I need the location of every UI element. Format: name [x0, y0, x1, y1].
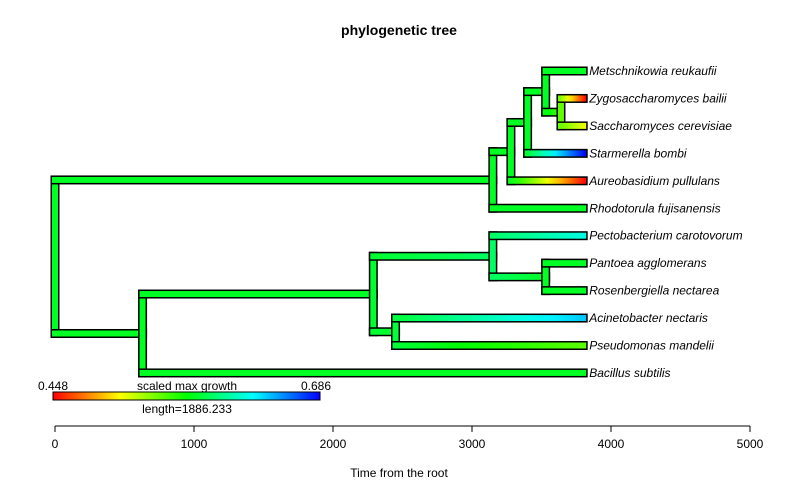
- legend-title: scaled max growth: [137, 379, 237, 393]
- branch: [52, 330, 146, 337]
- tip-label: Rhodotorula fujisanensis: [589, 201, 720, 215]
- x-axis-label: Time from the root: [350, 466, 448, 480]
- legend-min-label: 0.448: [38, 379, 68, 393]
- branch: [392, 342, 587, 349]
- branch: [542, 68, 587, 74]
- legend-color-bar: [52, 391, 321, 401]
- branch: [370, 253, 496, 260]
- branch: [489, 273, 549, 280]
- branch: [139, 291, 377, 298]
- branch: [542, 287, 587, 294]
- tip-label: Bacillus subtilis: [589, 366, 670, 380]
- legend-length-label: length=1886.233: [142, 402, 232, 416]
- branch: [524, 88, 549, 95]
- tip-label: Starmerella bombi: [589, 146, 687, 160]
- branch: [507, 119, 531, 126]
- branch: [542, 109, 564, 116]
- plot-title: phylogenetic tree: [341, 22, 457, 38]
- color-legend: 0.448 scaled max growth 0.686 length=188…: [38, 379, 331, 416]
- branch: [557, 95, 587, 102]
- branch: [489, 232, 587, 239]
- x-axis-tick-label: 3000: [459, 437, 486, 451]
- tip-label: Acinetobacter nectaris: [588, 311, 708, 325]
- branch: [557, 122, 587, 129]
- tip-label: Pseudomonas mandelii: [589, 339, 714, 353]
- tip-label: Pantoea agglomerans: [589, 256, 706, 270]
- tip-labels: Metschnikowia reukaufii Zygosaccharomyces…: [588, 64, 742, 380]
- tip-label: Rosenbergiella nectarea: [589, 284, 719, 298]
- branch: [392, 315, 587, 322]
- tip-label: Metschnikowia reukaufii: [589, 64, 717, 78]
- x-axis-tick-label: 5000: [737, 437, 764, 451]
- legend-max-label: 0.686: [301, 379, 331, 393]
- x-axis: 0 1000 2000 3000 4000 5000: [52, 425, 764, 451]
- branch: [370, 328, 399, 335]
- branch: [489, 148, 514, 155]
- branch: [489, 205, 587, 212]
- tip-label: Aureobasidium pullulans: [588, 174, 720, 188]
- tip-label: Zygosaccharomyces bailii: [588, 91, 727, 105]
- branch: [507, 177, 587, 184]
- x-axis-tick-label: 1000: [181, 437, 208, 451]
- branch: [542, 260, 587, 267]
- tip-label: Saccharomyces cerevisiae: [589, 119, 732, 133]
- x-axis-tick-label: 2000: [320, 437, 347, 451]
- branch: [52, 176, 496, 183]
- tip-label: Pectobacterium carotovorum: [589, 229, 742, 243]
- tree-branches: [50, 66, 588, 378]
- x-axis-tick-label: 0: [52, 437, 59, 451]
- x-axis-tick-label: 4000: [598, 437, 625, 451]
- branch: [139, 369, 587, 376]
- branch: [524, 150, 587, 157]
